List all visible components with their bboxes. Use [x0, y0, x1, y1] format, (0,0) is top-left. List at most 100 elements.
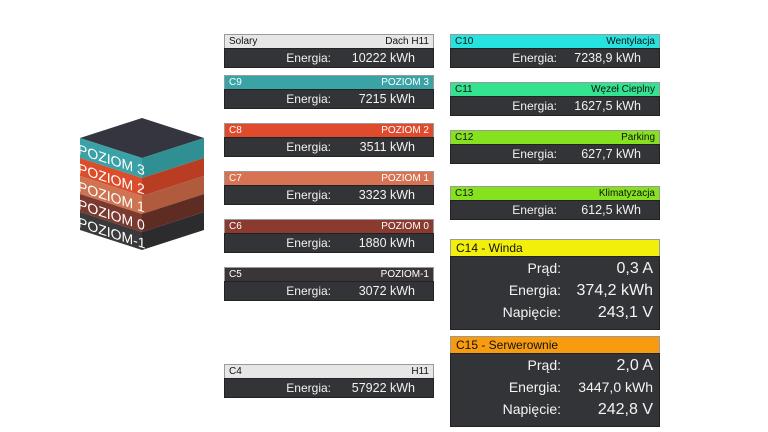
cube-level-1-left [80, 176, 142, 214]
meter-body: Prąd: 0,3 A Energia: 374,2 kWh Napięcie:… [450, 256, 660, 330]
energy-label: Energia: [512, 99, 557, 113]
meter-body: Prąd: 2,0 A Energia: 3447,0 kWh Napięcie… [450, 353, 660, 427]
meter-name: Klimatyzacja [598, 188, 655, 199]
meter-header: C5 POZIOM-1 [224, 267, 434, 281]
meter-panel-c14-elevator[interactable]: C14 - Winda Prąd: 0,3 A Energia: 374,2 k… [450, 239, 660, 330]
meter-id: C10 [455, 36, 474, 47]
meter-header: C10 Wentylacja [450, 34, 660, 48]
energy-label: Energia: [512, 51, 557, 65]
energy-label: Energia: [286, 51, 331, 65]
meter-panel-c10[interactable]: C10 Wentylacja Energia: 7238,9 kWh [450, 34, 660, 68]
meter-header: C12 Parking [450, 130, 660, 144]
energy-label: Energia: [286, 140, 331, 154]
meter-header: C13 Klimatyzacja [450, 186, 660, 200]
meter-header: C7 POZIOM 1 [224, 171, 434, 185]
energy-label: Energia: [508, 282, 561, 298]
energy-value: 7238,9 kWh [574, 51, 641, 65]
voltage-value: 242,8 V [597, 401, 653, 418]
meter-panel-c7[interactable]: C7 POZIOM 1 Energia: 3323 kWh [224, 171, 434, 205]
meter-body: Energia: 627,7 kWh [450, 144, 660, 164]
energy-label: Energia: [286, 236, 331, 250]
meter-body: Energia: 7238,9 kWh [450, 48, 660, 68]
energy-value: 612,5 kWh [581, 203, 641, 217]
energy-value: 627,7 kWh [581, 147, 641, 161]
energy-row: Energia: 3447,0 kWh [451, 379, 659, 401]
energy-label: Energia: [508, 379, 561, 395]
voltage-row: Napięcie: 242,8 V [451, 401, 659, 423]
meter-name: H11 [411, 366, 429, 377]
meter-id: C9 [229, 77, 242, 88]
meter-body: Energia: 1627,5 kWh [450, 96, 660, 116]
cube-level-2-right [142, 158, 204, 196]
cube-level-2-left [80, 158, 142, 196]
meter-body: Energia: 57922 kWh [224, 378, 434, 398]
energy-row: Energia: 374,2 kWh [451, 282, 659, 304]
meter-panel-c13[interactable]: C13 Klimatyzacja Energia: 612,5 kWh [450, 186, 660, 220]
meter-name: Wentylacja [606, 36, 655, 47]
meter-name: POZIOM 1 [381, 173, 429, 184]
meter-name: POZIOM 3 [381, 77, 429, 88]
energy-value: 1627,5 kWh [574, 99, 641, 113]
meter-id: C4 [229, 366, 242, 377]
meter-name: Węzeł Cieplny [591, 84, 655, 95]
meter-name: POZIOM-1 [380, 269, 429, 280]
meter-body: Energia: 1880 kWh [224, 233, 434, 253]
meter-id: C6 [229, 221, 242, 232]
meter-id: C12 [455, 132, 474, 143]
meter-id: Solary [229, 36, 258, 47]
meter-body: Energia: 3323 kWh [224, 185, 434, 205]
voltage-value: 243,1 V [597, 304, 653, 321]
meter-panel-c4[interactable]: C4 H11 Energia: 57922 kWh [224, 364, 434, 398]
meter-body: Energia: 612,5 kWh [450, 200, 660, 220]
energy-value: 57922 kWh [351, 381, 415, 395]
meter-header: C14 - Winda [450, 239, 660, 256]
meter-body: Energia: 3511 kWh [224, 137, 434, 157]
meter-body: Energia: 10222 kWh [224, 48, 434, 68]
meter-header: C6 POZIOM 0 [224, 219, 434, 233]
meter-id: C11 [455, 84, 473, 95]
current-label: Prąd: [527, 357, 561, 373]
cube-level-3-left [80, 138, 142, 178]
meter-panel-solary[interactable]: Solary Dach H11 Energia: 10222 kWh [224, 34, 434, 68]
meter-panel-c8[interactable]: C8 POZIOM 2 Energia: 3511 kWh [224, 123, 434, 157]
meter-header: C4 H11 [224, 364, 434, 378]
cube-level-m1-left [80, 212, 142, 250]
energy-label: Energia: [286, 92, 331, 106]
cube-level-0-right [142, 194, 204, 232]
energy-value: 3072 kWh [358, 284, 415, 298]
voltage-row: Napięcie: 243,1 V [451, 304, 659, 326]
energy-label: Energia: [512, 147, 557, 161]
cube-level-m1-right [142, 212, 204, 250]
energy-value: 7215 kWh [358, 92, 415, 106]
meter-header: C15 - Serwerownie [450, 336, 660, 353]
meter-panel-c12[interactable]: C12 Parking Energia: 627,7 kWh [450, 130, 660, 164]
voltage-label: Napięcie: [502, 304, 561, 320]
meter-panel-c11[interactable]: C11 Węzeł Cieplny Energia: 1627,5 kWh [450, 82, 660, 116]
building-levels-cube: POZIOM 3 POZIOM 2 POZIOM 1 POZIOM 0 POZI… [78, 118, 204, 253]
voltage-label: Napięcie: [502, 401, 561, 417]
meter-body: Energia: 3072 kWh [224, 281, 434, 301]
meter-header: Solary Dach H11 [224, 34, 434, 48]
meter-panel-c15-server-rooms[interactable]: C15 - Serwerownie Prąd: 2,0 A Energia: 3… [450, 336, 660, 427]
meter-name: POZIOM 0 [381, 221, 429, 232]
cube-level-3-right [142, 138, 204, 178]
meter-panel-c5[interactable]: C5 POZIOM-1 Energia: 3072 kWh [224, 267, 434, 301]
energy-label: Energia: [286, 284, 331, 298]
meter-panel-c9[interactable]: C9 POZIOM 3 Energia: 7215 kWh [224, 75, 434, 109]
energy-value: 1880 kWh [358, 236, 415, 250]
energy-value: 3511 kWh [359, 140, 415, 154]
current-value: 2,0 A [616, 357, 653, 374]
meter-body: Energia: 7215 kWh [224, 89, 434, 109]
meter-name: POZIOM 2 [381, 125, 429, 136]
current-row: Prąd: 2,0 A [451, 357, 659, 379]
energy-value: 10222 kWh [351, 51, 415, 65]
meter-id: C13 [455, 188, 474, 199]
meter-panel-c6[interactable]: C6 POZIOM 0 Energia: 1880 kWh [224, 219, 434, 253]
meter-name: Parking [621, 132, 655, 143]
energy-label: Energia: [286, 188, 331, 202]
cube-level-1-right [142, 176, 204, 214]
meter-header: C8 POZIOM 2 [224, 123, 434, 137]
energy-label: Energia: [286, 381, 331, 395]
meter-title: C14 - Winda [456, 241, 523, 255]
current-row: Prąd: 0,3 A [451, 260, 659, 282]
